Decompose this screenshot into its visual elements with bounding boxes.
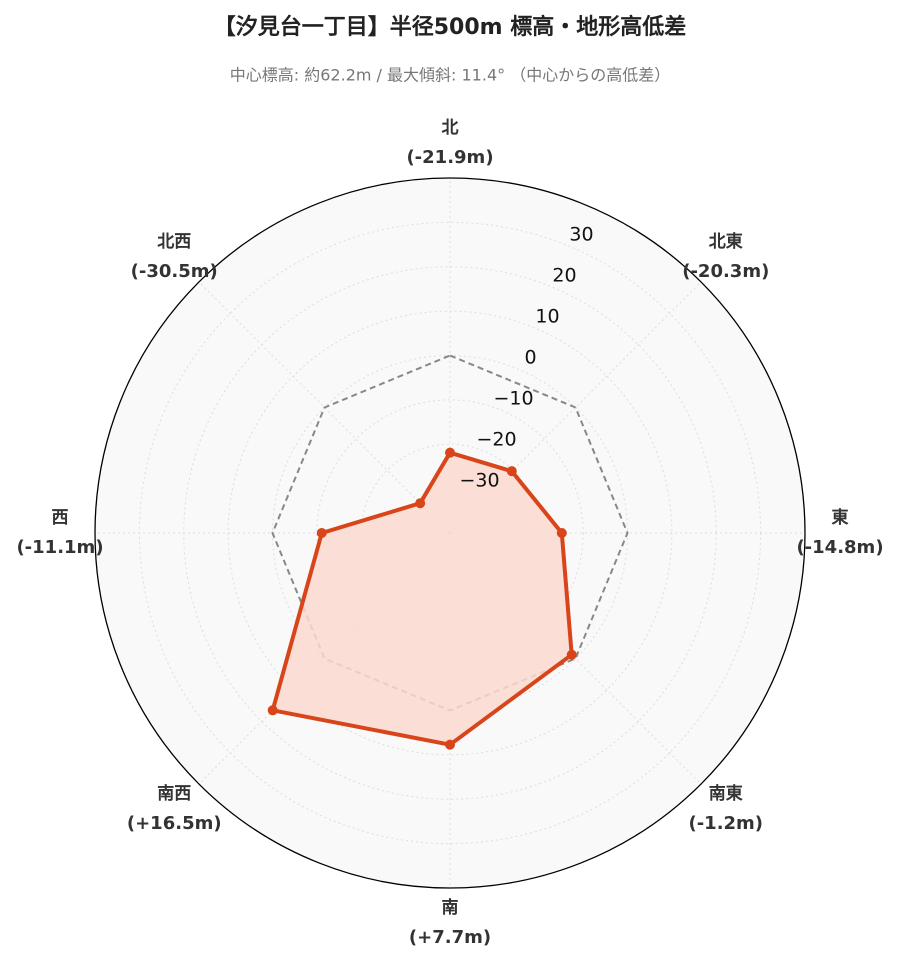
plot-border (94, 177, 806, 889)
grid-circle (316, 399, 584, 667)
value-label: (+16.5m) (127, 813, 222, 834)
value-label: (+7.7m) (409, 927, 491, 948)
category-label: 北 (442, 118, 459, 138)
spoke (449, 532, 702, 785)
data-point (415, 498, 426, 509)
r-tick-label: −10 (493, 387, 533, 409)
value-label: (-14.8m) (796, 537, 883, 558)
data-point (445, 447, 455, 458)
category-label: 西 (52, 508, 69, 528)
data-point (566, 649, 577, 660)
spoke (198, 281, 451, 534)
r-tick-label: 30 (569, 223, 593, 245)
data-point (445, 739, 455, 750)
data-point (267, 705, 278, 716)
chart-title: 【汐見台一丁目】半径500m 標高・地形高低差 (214, 14, 687, 40)
r-tick-label: 20 (552, 264, 576, 286)
category-label: 南西 (157, 783, 191, 804)
spoke (449, 281, 702, 534)
r-tick-label: 10 (535, 305, 559, 327)
value-label: (-11.1m) (16, 537, 103, 558)
r-tick-label: −30 (460, 469, 500, 491)
category-label: 東 (832, 507, 849, 528)
category-label: 北西 (157, 232, 191, 252)
data-point (506, 466, 517, 477)
category-label: 南 (442, 897, 459, 918)
value-label: (-20.3m) (682, 261, 769, 282)
category-label: 南東 (709, 783, 743, 804)
category-label: 北東 (709, 231, 743, 252)
data-point (316, 528, 327, 538)
r-tick-label: 0 (524, 346, 536, 368)
chart-subtitle: 中心標高: 約62.2m / 最大傾斜: 11.4° （中心からの高低差） (230, 66, 670, 85)
value-label: (-1.2m) (688, 813, 763, 834)
spoke (198, 532, 451, 785)
value-label: (-21.9m) (406, 147, 493, 168)
data-point (556, 528, 567, 538)
value-label: (-30.5m) (131, 261, 218, 282)
r-tick-label: −20 (477, 428, 517, 450)
